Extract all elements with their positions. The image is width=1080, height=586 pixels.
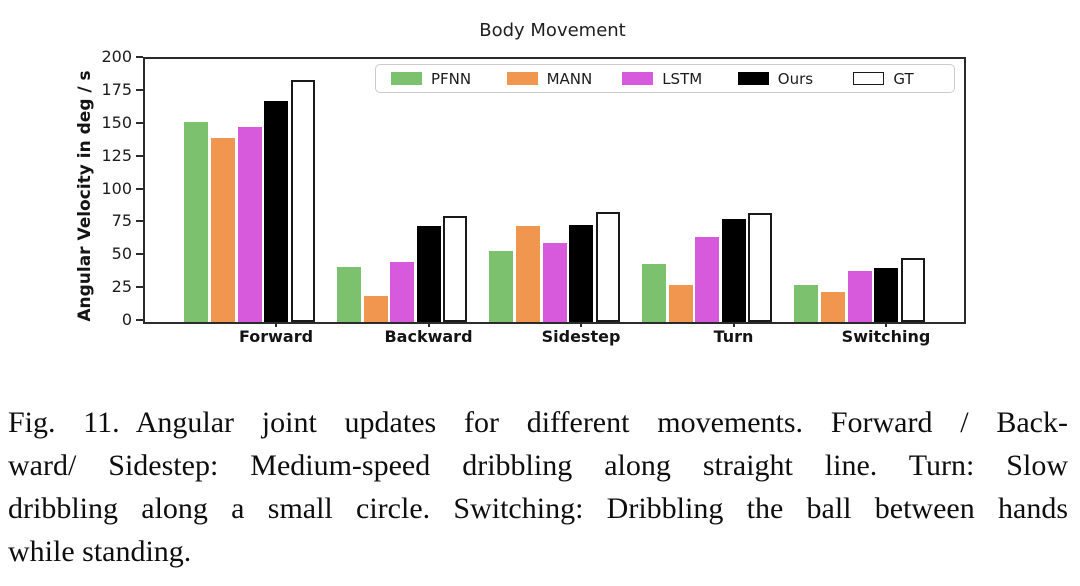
x-tick-mark: [885, 322, 887, 327]
bar-gt-forward: [290, 80, 315, 322]
x-tick-label-turn: Turn: [713, 327, 754, 346]
y-tick-label: 200: [101, 47, 132, 66]
bar-mann-backward: [363, 295, 388, 322]
caption-line: Fig. 11. Angular joint updates for differ…: [8, 401, 1068, 444]
bar-lstm-sidestep: [542, 243, 567, 322]
bar-pfnn-turn: [641, 264, 666, 322]
legend-swatch-pfnn: [391, 72, 422, 85]
bar-pfnn-backward: [336, 266, 361, 322]
y-tick-label: 125: [101, 145, 132, 165]
legend-item-ours: Ours: [723, 70, 839, 88]
bar-gt-turn: [748, 212, 773, 322]
bar-ours-sidestep: [569, 224, 594, 322]
bar-ours-switching: [874, 268, 899, 322]
y-tick-label: 150: [101, 112, 132, 132]
bar-mann-switching: [821, 291, 845, 322]
y-tick-mark: [136, 319, 143, 321]
plot-area: PFNN MANN LSTM Ours GT: [143, 57, 966, 324]
legend-label: Ours: [777, 69, 814, 88]
legend-label: PFNN: [431, 69, 472, 88]
bar-lstm-switching: [847, 270, 872, 322]
x-tick-label-sidestep: Sidestep: [541, 327, 621, 346]
y-tick-label: 100: [101, 178, 132, 198]
y-tick-mark: [136, 88, 143, 91]
legend-item-gt: GT: [838, 70, 954, 88]
legend-item-pfnn: PFNN: [376, 70, 492, 88]
x-tick-mark: [427, 322, 430, 327]
bar-pfnn-forward: [184, 122, 209, 322]
legend-label: LSTM: [662, 69, 703, 88]
y-tick-mark: [136, 253, 143, 256]
bar-pfnn-sidestep: [489, 251, 514, 322]
y-tick-mark: [136, 220, 143, 223]
bar-ours-forward: [264, 101, 289, 322]
bar-mann-turn: [668, 285, 693, 322]
y-tick-label: 175: [101, 79, 132, 99]
bar-mann-forward: [211, 137, 235, 322]
figure-number: Fig. 11.: [8, 406, 120, 439]
legend-label: GT: [893, 69, 914, 88]
y-tick-mark: [136, 187, 143, 190]
bar-lstm-turn: [695, 236, 720, 322]
bar-ours-backward: [416, 226, 441, 322]
bar-lstm-backward: [390, 261, 415, 322]
caption-line: dribbling along a small circle. Switchin…: [8, 492, 1068, 525]
bar-lstm-forward: [237, 127, 262, 322]
y-tick-mark: [136, 154, 143, 157]
caption-text: Angular joint updates for different move…: [135, 406, 1068, 439]
bar-gt-backward: [443, 215, 468, 322]
x-tick-mark: [732, 322, 735, 327]
x-tick-mark: [580, 322, 582, 327]
legend-item-mann: MANN: [492, 70, 608, 88]
legend-swatch-lstm: [622, 72, 654, 85]
x-tick-label-forward: Forward: [238, 327, 314, 346]
legend-item-lstm: LSTM: [607, 70, 723, 88]
legend-swatch-gt: [853, 72, 885, 85]
legend-label: MANN: [546, 69, 593, 88]
bar-gt-sidestep: [595, 211, 620, 322]
x-tick-label-switching: Switching: [841, 327, 931, 346]
caption-line: while standing.: [8, 535, 192, 568]
legend-swatch-ours: [737, 72, 769, 85]
legend: PFNN MANN LSTM Ours GT: [375, 64, 955, 93]
caption-line: ward/ Sidestep: Medium-speed dribbling a…: [8, 449, 1068, 482]
legend-swatch-mann: [506, 72, 538, 85]
chart-title: Body Movement: [479, 20, 626, 41]
y-tick-label: 50: [111, 244, 132, 264]
y-tick-mark: [136, 286, 143, 289]
x-tick-label-backward: Backward: [384, 327, 473, 346]
bars-layer: [145, 59, 964, 322]
bar-ours-turn: [721, 219, 746, 322]
y-tick-label: 0: [121, 310, 132, 329]
bar-mann-sidestep: [516, 226, 540, 322]
bar-gt-switching: [900, 257, 925, 322]
bar-pfnn-switching: [794, 285, 819, 322]
y-tick-label: 75: [111, 211, 132, 231]
y-tick-label: 25: [111, 277, 132, 297]
y-tick-mark: [136, 121, 143, 124]
bar-chart: Body Movement Angular Velocity in deg / …: [75, 20, 966, 346]
y-tick-mark: [136, 56, 143, 58]
x-tick-mark: [275, 322, 277, 327]
figure-caption: Fig. 11. Angular joint updates for differ…: [8, 401, 1068, 573]
